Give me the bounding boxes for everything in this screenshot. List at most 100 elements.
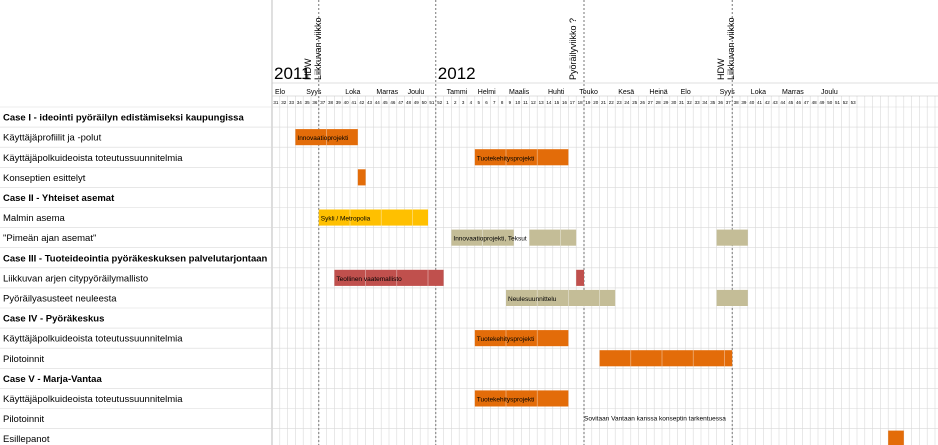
week-number: 9: [509, 100, 512, 105]
gantt-bar: [474, 149, 569, 166]
gantt-bar: [474, 330, 569, 347]
task-label: Pyöräilyasusteet neuleesta: [3, 293, 117, 304]
week-number: 2: [454, 100, 457, 105]
week-number: 40: [749, 100, 755, 105]
week-number: 50: [827, 100, 833, 105]
week-number: 51: [429, 100, 435, 105]
week-number: 16: [562, 100, 568, 105]
week-number: 14: [546, 100, 552, 105]
week-number: 24: [624, 100, 630, 105]
week-number: 36: [312, 100, 318, 105]
week-number: 30: [671, 100, 677, 105]
annotation-text: Sovitaan Vantaan kanssa konseptin tarken…: [584, 416, 726, 423]
week-number: 1: [446, 100, 449, 105]
task-label: "Pimeän ajan asemat": [3, 233, 96, 244]
month-label: Touko: [579, 89, 598, 96]
case-heading: Case III - Tuoteideointia pyöräkeskuksen…: [3, 253, 268, 264]
bar-label: Neulesuunnittelu: [508, 296, 557, 303]
week-number: 10: [515, 100, 521, 105]
marker-label: Pyöräilyviikko ?: [568, 18, 578, 80]
year-label: 2012: [438, 64, 476, 83]
week-number: 47: [398, 100, 404, 105]
case-heading: Case II - Yhteiset asemat: [3, 193, 115, 204]
bar-label: Sykli / Metropolia: [321, 216, 371, 223]
year-label: 2011: [274, 64, 311, 83]
week-number: 52: [843, 100, 849, 105]
task-label: Käyttäjäpolkuideoista toteutussuunnitelm…: [3, 334, 183, 345]
week-number: 53: [851, 100, 857, 105]
bar-label: Innovaatioprojekti: [297, 135, 348, 142]
gantt-bar: [576, 269, 584, 286]
week-number: 34: [297, 100, 303, 105]
task-label: Käyttäjäpolkuideoista toteutussuunnitelm…: [3, 153, 183, 164]
marker-label: HDW: [716, 58, 726, 80]
month-label: Elo: [275, 89, 285, 96]
week-number: 42: [359, 100, 365, 105]
week-number: 15: [554, 100, 560, 105]
gantt-bar: [357, 169, 366, 186]
week-number: 35: [305, 100, 311, 105]
gantt-bar: [506, 289, 616, 306]
week-number: 25: [632, 100, 638, 105]
week-number: 33: [289, 100, 295, 105]
gantt-bar: [716, 289, 748, 306]
task-label: Esillepanot: [3, 434, 50, 445]
task-label: Käyttäjäpolkuideoista toteutussuunnitelm…: [3, 394, 183, 405]
bar-label: Innovaatioprojekti, Teksut: [453, 236, 526, 243]
week-number: 51: [835, 100, 841, 105]
week-number: 17: [570, 100, 576, 105]
month-label: Huhti: [548, 89, 565, 96]
marker-label: Liikkuvan viikko: [726, 17, 736, 80]
week-number: 31: [273, 100, 279, 105]
week-number: 23: [617, 100, 623, 105]
marker-label: Liikkuvan viikko: [313, 17, 323, 80]
week-number: 48: [406, 100, 412, 105]
week-number: 22: [609, 100, 615, 105]
week-number: 34: [702, 100, 708, 105]
week-number: 46: [390, 100, 396, 105]
case-heading: Case IV - Pyöräkeskus: [3, 314, 104, 325]
month-label: Loka: [751, 89, 766, 96]
month-label: Marras: [782, 89, 804, 96]
marker-label: HDW: [303, 58, 313, 80]
week-number: 32: [687, 100, 693, 105]
week-number: 43: [367, 100, 373, 105]
gantt-bar: [529, 229, 577, 246]
case-heading: Case I - ideointi pyöräilyn edistämiseks…: [3, 113, 244, 124]
week-number: 4: [470, 100, 473, 105]
week-number: 28: [656, 100, 662, 105]
week-number: 45: [788, 100, 794, 105]
week-number: 49: [414, 100, 420, 105]
week-number: 38: [734, 100, 740, 105]
week-number: 43: [773, 100, 779, 105]
task-label: Konseptien esittelyt: [3, 173, 86, 184]
month-label: Tammi: [447, 89, 468, 96]
week-number: 8: [501, 100, 504, 105]
month-label: Loka: [345, 89, 360, 96]
week-number: 18: [578, 100, 584, 105]
week-number: 40: [344, 100, 350, 105]
month-label: Marras: [376, 89, 398, 96]
case-heading: Case V - Marja-Vantaa: [3, 374, 102, 385]
week-number: 45: [383, 100, 389, 105]
task-label: Malmin asema: [3, 213, 65, 224]
week-number: 39: [336, 100, 342, 105]
month-label: Syys: [720, 89, 736, 96]
task-label: Pilotoinnit: [3, 354, 45, 365]
week-number: 35: [710, 100, 716, 105]
task-label: Pilotoinnit: [3, 414, 45, 425]
week-number: 19: [585, 100, 591, 105]
month-label: Heinä: [649, 89, 667, 96]
bar-label: Tuotekehitysprojekti: [477, 155, 535, 162]
week-number: 37: [320, 100, 326, 105]
bar-label: Tuotekehitysprojekti: [477, 396, 535, 403]
week-number: 50: [422, 100, 428, 105]
week-number: 37: [726, 100, 732, 105]
week-number: 42: [765, 100, 771, 105]
week-number: 7: [493, 100, 496, 105]
week-number: 44: [375, 100, 381, 105]
month-label: Syys: [306, 89, 322, 96]
gantt-bar: [334, 269, 444, 286]
week-number: 31: [679, 100, 685, 105]
